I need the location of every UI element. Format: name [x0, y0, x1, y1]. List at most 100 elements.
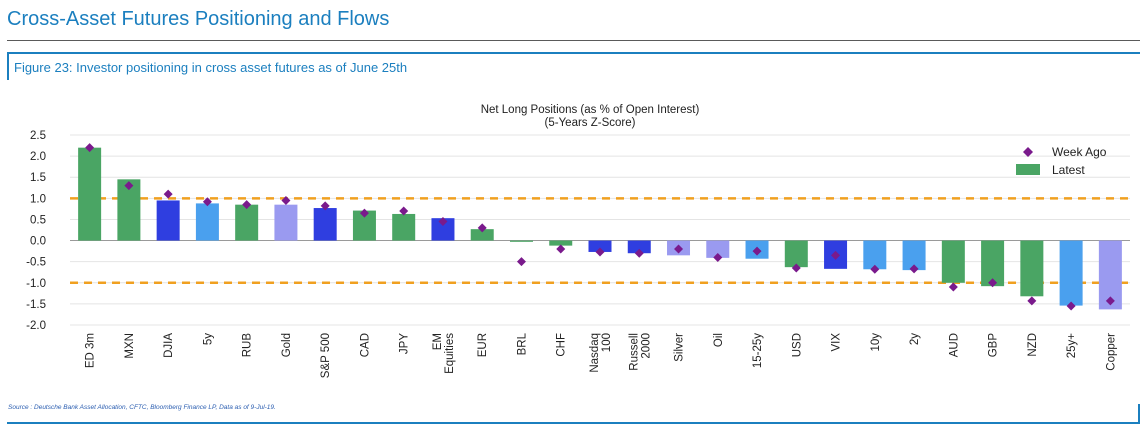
legend-week-ago-marker: [1023, 147, 1033, 157]
bar-jpy: [392, 213, 416, 241]
x-tick-label: 10y: [870, 333, 882, 352]
bar-usd: [784, 240, 808, 268]
bar-gbp: [981, 240, 1005, 287]
x-tick-label: 5y: [202, 333, 214, 345]
x-tick-label: JPY: [399, 333, 411, 354]
x-tick-text: 15-25y: [752, 333, 764, 368]
x-tick-text: S&P 500: [320, 333, 332, 378]
x-tick-label: Gold: [281, 333, 293, 357]
bars: [78, 147, 1122, 310]
source-note: Source : Deutsche Bank Asset Allocation,…: [8, 404, 276, 411]
marker-2y: [909, 264, 919, 274]
x-tick-label: CAD: [359, 333, 371, 357]
x-tick-text: USD: [791, 333, 803, 357]
marker-nasdaq-100: [595, 247, 605, 257]
marker-copper: [1105, 296, 1115, 306]
x-tick-text: Oil: [713, 333, 725, 347]
marker-gbp: [988, 278, 998, 288]
x-tick-label: Copper: [1105, 333, 1117, 371]
x-tick-text: Gold: [281, 333, 293, 357]
chart-title-line1: Net Long Positions (as % of Open Interes…: [481, 104, 700, 116]
marker-aud: [948, 282, 958, 292]
bar-aud: [941, 240, 965, 283]
x-tick-label: Russell 2000: [628, 333, 652, 371]
figure-caption: Figure 23: Investor positioning in cross…: [14, 60, 408, 75]
bar-5y: [195, 203, 219, 241]
marker-chf: [556, 244, 566, 254]
marker-10y: [870, 264, 880, 274]
bar-mxn: [117, 179, 141, 241]
bar-eur: [470, 229, 494, 241]
x-tick-label: BRL: [516, 332, 528, 355]
x-tick-text: ED 3m: [85, 333, 97, 368]
x-axis-labels: ED 3m MXN DJIA 5y RUB Gold S&P 500 CAD JPY EM Equi…: [85, 332, 1118, 378]
x-tick-label: MXN: [124, 333, 136, 359]
marker-brl: [516, 257, 526, 267]
x-tick-label: USD: [791, 333, 803, 357]
x-tick-text: DJIA: [163, 333, 175, 358]
marker-mxn: [124, 181, 134, 191]
x-tick-text: 2y: [909, 333, 921, 345]
y-tick-label: 2.0: [30, 151, 46, 163]
bar-10y: [863, 240, 887, 270]
marker-usd: [791, 263, 801, 273]
x-tick-text: JPY: [399, 333, 411, 354]
x-tick-label: S&P 500: [320, 333, 332, 378]
figure-right-rule: [1138, 404, 1140, 422]
x-tick-text: EM: [432, 333, 444, 350]
x-tick-text: 25y+: [1066, 333, 1078, 359]
marker-nzd: [1027, 296, 1037, 306]
bar-copper: [1098, 240, 1122, 310]
bar-chf: [549, 240, 573, 246]
y-tick-label: -2.0: [26, 320, 46, 332]
marker-silver: [674, 244, 684, 254]
x-tick-text: GBP: [988, 333, 1000, 358]
bar-nasdaq-100: [588, 240, 612, 252]
bar-2y: [902, 240, 926, 271]
x-tick-label: DJIA: [163, 333, 175, 358]
y-tick-label: 2.5: [30, 130, 46, 142]
bar-s-p-500: [313, 208, 337, 241]
bar-rub: [235, 204, 259, 241]
y-axis-ticks: 2.5 2.0 1.5 1.0 0.5 0.0 -0.5 -1.0 -1.5 -2.0: [26, 130, 46, 332]
legend-week-ago-label: Week Ago: [1052, 145, 1107, 159]
x-tick-text: AUD: [948, 333, 960, 357]
x-tick-label: EUR: [477, 333, 489, 357]
x-tick-label: ED 3m: [85, 333, 97, 368]
marker-s-p-500: [320, 201, 330, 211]
marker-em-equities: [438, 217, 448, 227]
x-tick-text: MXN: [124, 333, 136, 359]
bar-em-equities: [431, 218, 455, 241]
x-tick-label: VIX: [831, 333, 843, 352]
marker-15-25y: [752, 246, 762, 256]
x-tick-label: NZD: [1027, 333, 1039, 357]
x-tick-label: Oil: [713, 333, 725, 347]
x-tick-text: CAD: [359, 333, 371, 357]
x-tick-label: RUB: [242, 333, 254, 358]
page-title: Cross-Asset Futures Positioning and Flow…: [7, 8, 390, 30]
marker-gold: [281, 195, 291, 205]
y-tick-label: 1.5: [30, 172, 46, 184]
marker-oil: [713, 252, 723, 262]
x-tick-text: NZD: [1027, 333, 1039, 357]
x-tick-text: VIX: [831, 333, 843, 352]
marker-25y-: [1066, 301, 1076, 311]
x-tick-text: BRL: [516, 332, 528, 355]
bar-cad: [352, 210, 376, 241]
x-tick-label: Silver: [674, 333, 686, 362]
y-tick-label: -0.5: [26, 257, 46, 269]
x-tick-text: Copper: [1105, 333, 1117, 371]
marker-russell-2000: [634, 248, 644, 258]
x-tick-text: Equities: [444, 333, 456, 374]
bar-russell-2000: [627, 240, 651, 254]
marker-ed-3m: [85, 143, 95, 153]
x-tick-text: EUR: [477, 333, 489, 357]
marker-5y: [202, 197, 212, 207]
chart-title-line2: (5-Years Z-Score): [545, 117, 636, 129]
x-tick-text: Nasdaq: [589, 333, 601, 373]
x-tick-text: Russell: [628, 333, 640, 371]
x-tick-text: RUB: [242, 333, 254, 358]
y-tick-label: -1.0: [26, 278, 46, 290]
marker-eur: [477, 223, 487, 233]
grid-layer: [70, 134, 1130, 326]
